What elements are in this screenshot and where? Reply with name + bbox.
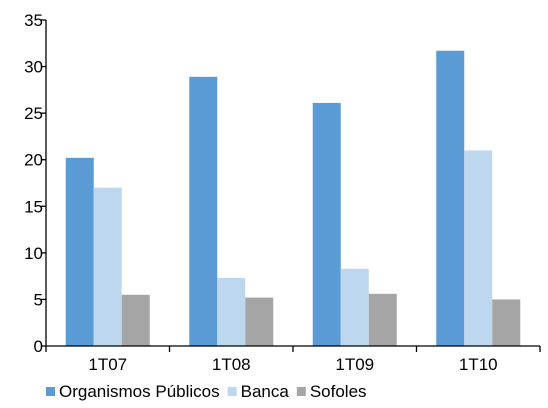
bar-1T07-banca <box>93 187 122 346</box>
y-tick-label: 35 <box>24 11 43 30</box>
legend-label: Sofoles <box>310 382 367 401</box>
x-tick-label: 1T10 <box>459 355 498 374</box>
legend-swatch <box>227 387 237 396</box>
bar-1T09-banca <box>340 268 369 346</box>
y-tick-label: 0 <box>34 337 43 356</box>
bar-1T08-banca <box>217 278 246 346</box>
x-tick-label: 1T07 <box>88 355 127 374</box>
y-tick-label: 15 <box>24 197 43 216</box>
bar-1T10-organismos-p-blicos <box>436 50 465 346</box>
x-tick-label: 1T09 <box>335 355 374 374</box>
bars <box>65 50 521 347</box>
legend-swatch <box>46 387 55 396</box>
legend-label: Banca <box>241 382 290 401</box>
bar-1T09-organismos-p-blicos <box>312 102 341 346</box>
bar-1T08-sofoles <box>245 297 274 346</box>
bar-1T07-organismos-p-blicos <box>65 157 94 346</box>
bar-1T10-sofoles <box>492 299 521 346</box>
legend-label: Organismos Públicos <box>59 382 220 401</box>
bar-1T09-sofoles <box>368 293 397 346</box>
y-tick-label: 10 <box>24 244 43 263</box>
x-tick-label: 1T08 <box>212 355 251 374</box>
y-tick-label: 30 <box>24 58 43 77</box>
y-tick-label: 5 <box>34 290 43 309</box>
y-tick-label: 25 <box>24 104 43 123</box>
bar-1T08-organismos-p-blicos <box>189 76 218 347</box>
bar-1T10-banca <box>464 150 493 346</box>
bar-1T07-sofoles <box>121 294 150 346</box>
legend: Organismos Públicos Banca Sofoles <box>46 382 367 401</box>
y-axis-ticks: 0 5 10 15 20 25 30 35 <box>24 11 46 356</box>
x-axis-ticks: 1T07 1T08 1T09 1T10 <box>45 346 541 374</box>
y-tick-label: 20 <box>24 151 43 170</box>
legend-swatch <box>296 387 306 396</box>
